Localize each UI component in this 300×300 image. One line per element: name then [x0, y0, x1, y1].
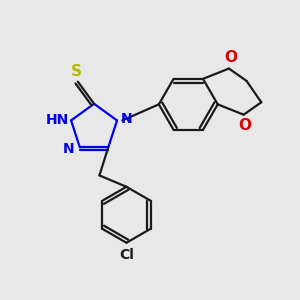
Text: HN: HN: [46, 113, 70, 128]
Text: S: S: [71, 64, 82, 79]
Text: N: N: [121, 112, 132, 126]
Text: N: N: [63, 142, 74, 156]
Text: O: O: [238, 118, 252, 133]
Text: O: O: [224, 50, 237, 65]
Text: Cl: Cl: [119, 248, 134, 262]
